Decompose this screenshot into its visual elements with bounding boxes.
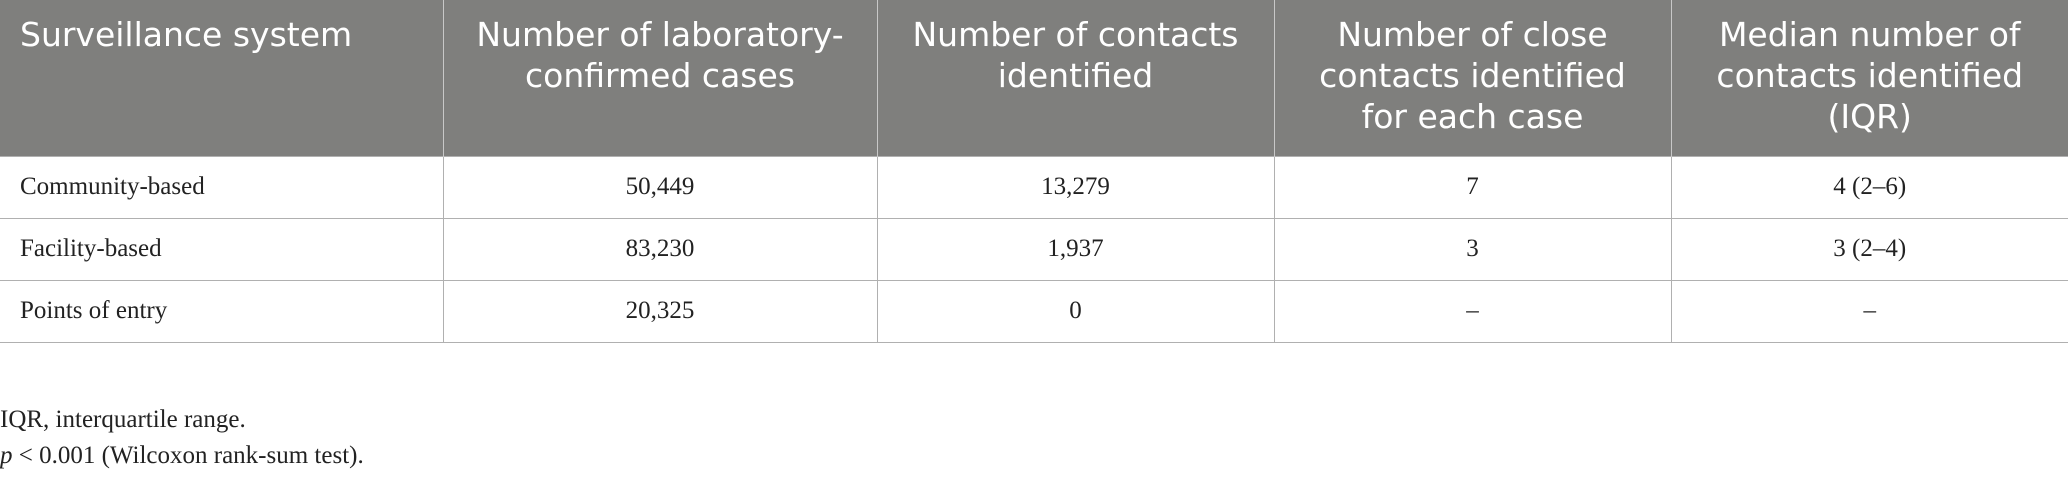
header-row: Surveillance system Number of laboratory-… <box>0 0 2068 156</box>
column-header: Surveillance system <box>0 0 444 156</box>
table-cell: 7 <box>1273 155 1672 219</box>
table-cell: 20,325 <box>442 279 878 343</box>
table-cell: – <box>1273 279 1672 343</box>
table-body: Community-based 50,449 13,279 7 4 (2–6) Facil… <box>0 155 2068 343</box>
table-cell: 0 <box>876 279 1275 343</box>
table-cell: 4 (2–6) <box>1670 155 2068 219</box>
row-label: Community-based <box>0 155 444 219</box>
table-cell: 83,230 <box>442 217 878 281</box>
column-header: Number of contacts identified <box>877 0 1275 156</box>
data-table: Surveillance system Number of laboratory-… <box>0 0 2068 343</box>
column-header: Number of close contacts identified for … <box>1274 0 1672 156</box>
table-cell: 13,279 <box>876 155 1275 219</box>
row-label: Facility-based <box>0 217 444 281</box>
table-cell: 3 <box>1273 217 1672 281</box>
table-row: Facility-based 83,230 1,937 3 3 (2–4) <box>0 217 2068 281</box>
table-cell: 3 (2–4) <box>1670 217 2068 281</box>
table-row: Points of entry 20,325 0– – <box>0 279 2068 343</box>
italic-symbol: p <box>0 442 13 469</box>
row-label: Points of entry <box>0 279 444 343</box>
table-cell: 50,449 <box>442 155 878 219</box>
table-row: Community-based 50,449 13,279 7 4 (2–6) <box>0 155 2068 219</box>
table-cell: – <box>1670 279 2068 343</box>
column-header: Median number of contacts identified (IQ… <box>1671 0 2068 156</box>
column-header: Number of laboratory-confirmed cases <box>443 0 878 156</box>
table-cell: 1,937 <box>876 217 1275 281</box>
footnote: IQR, interquartile range. <box>0 406 246 433</box>
footnote: p < 0.001 (Wilcoxon rank-sum test). <box>0 442 364 470</box>
footnote-text: < 0.001 (Wilcoxon rank-sum test). <box>18 442 364 469</box>
